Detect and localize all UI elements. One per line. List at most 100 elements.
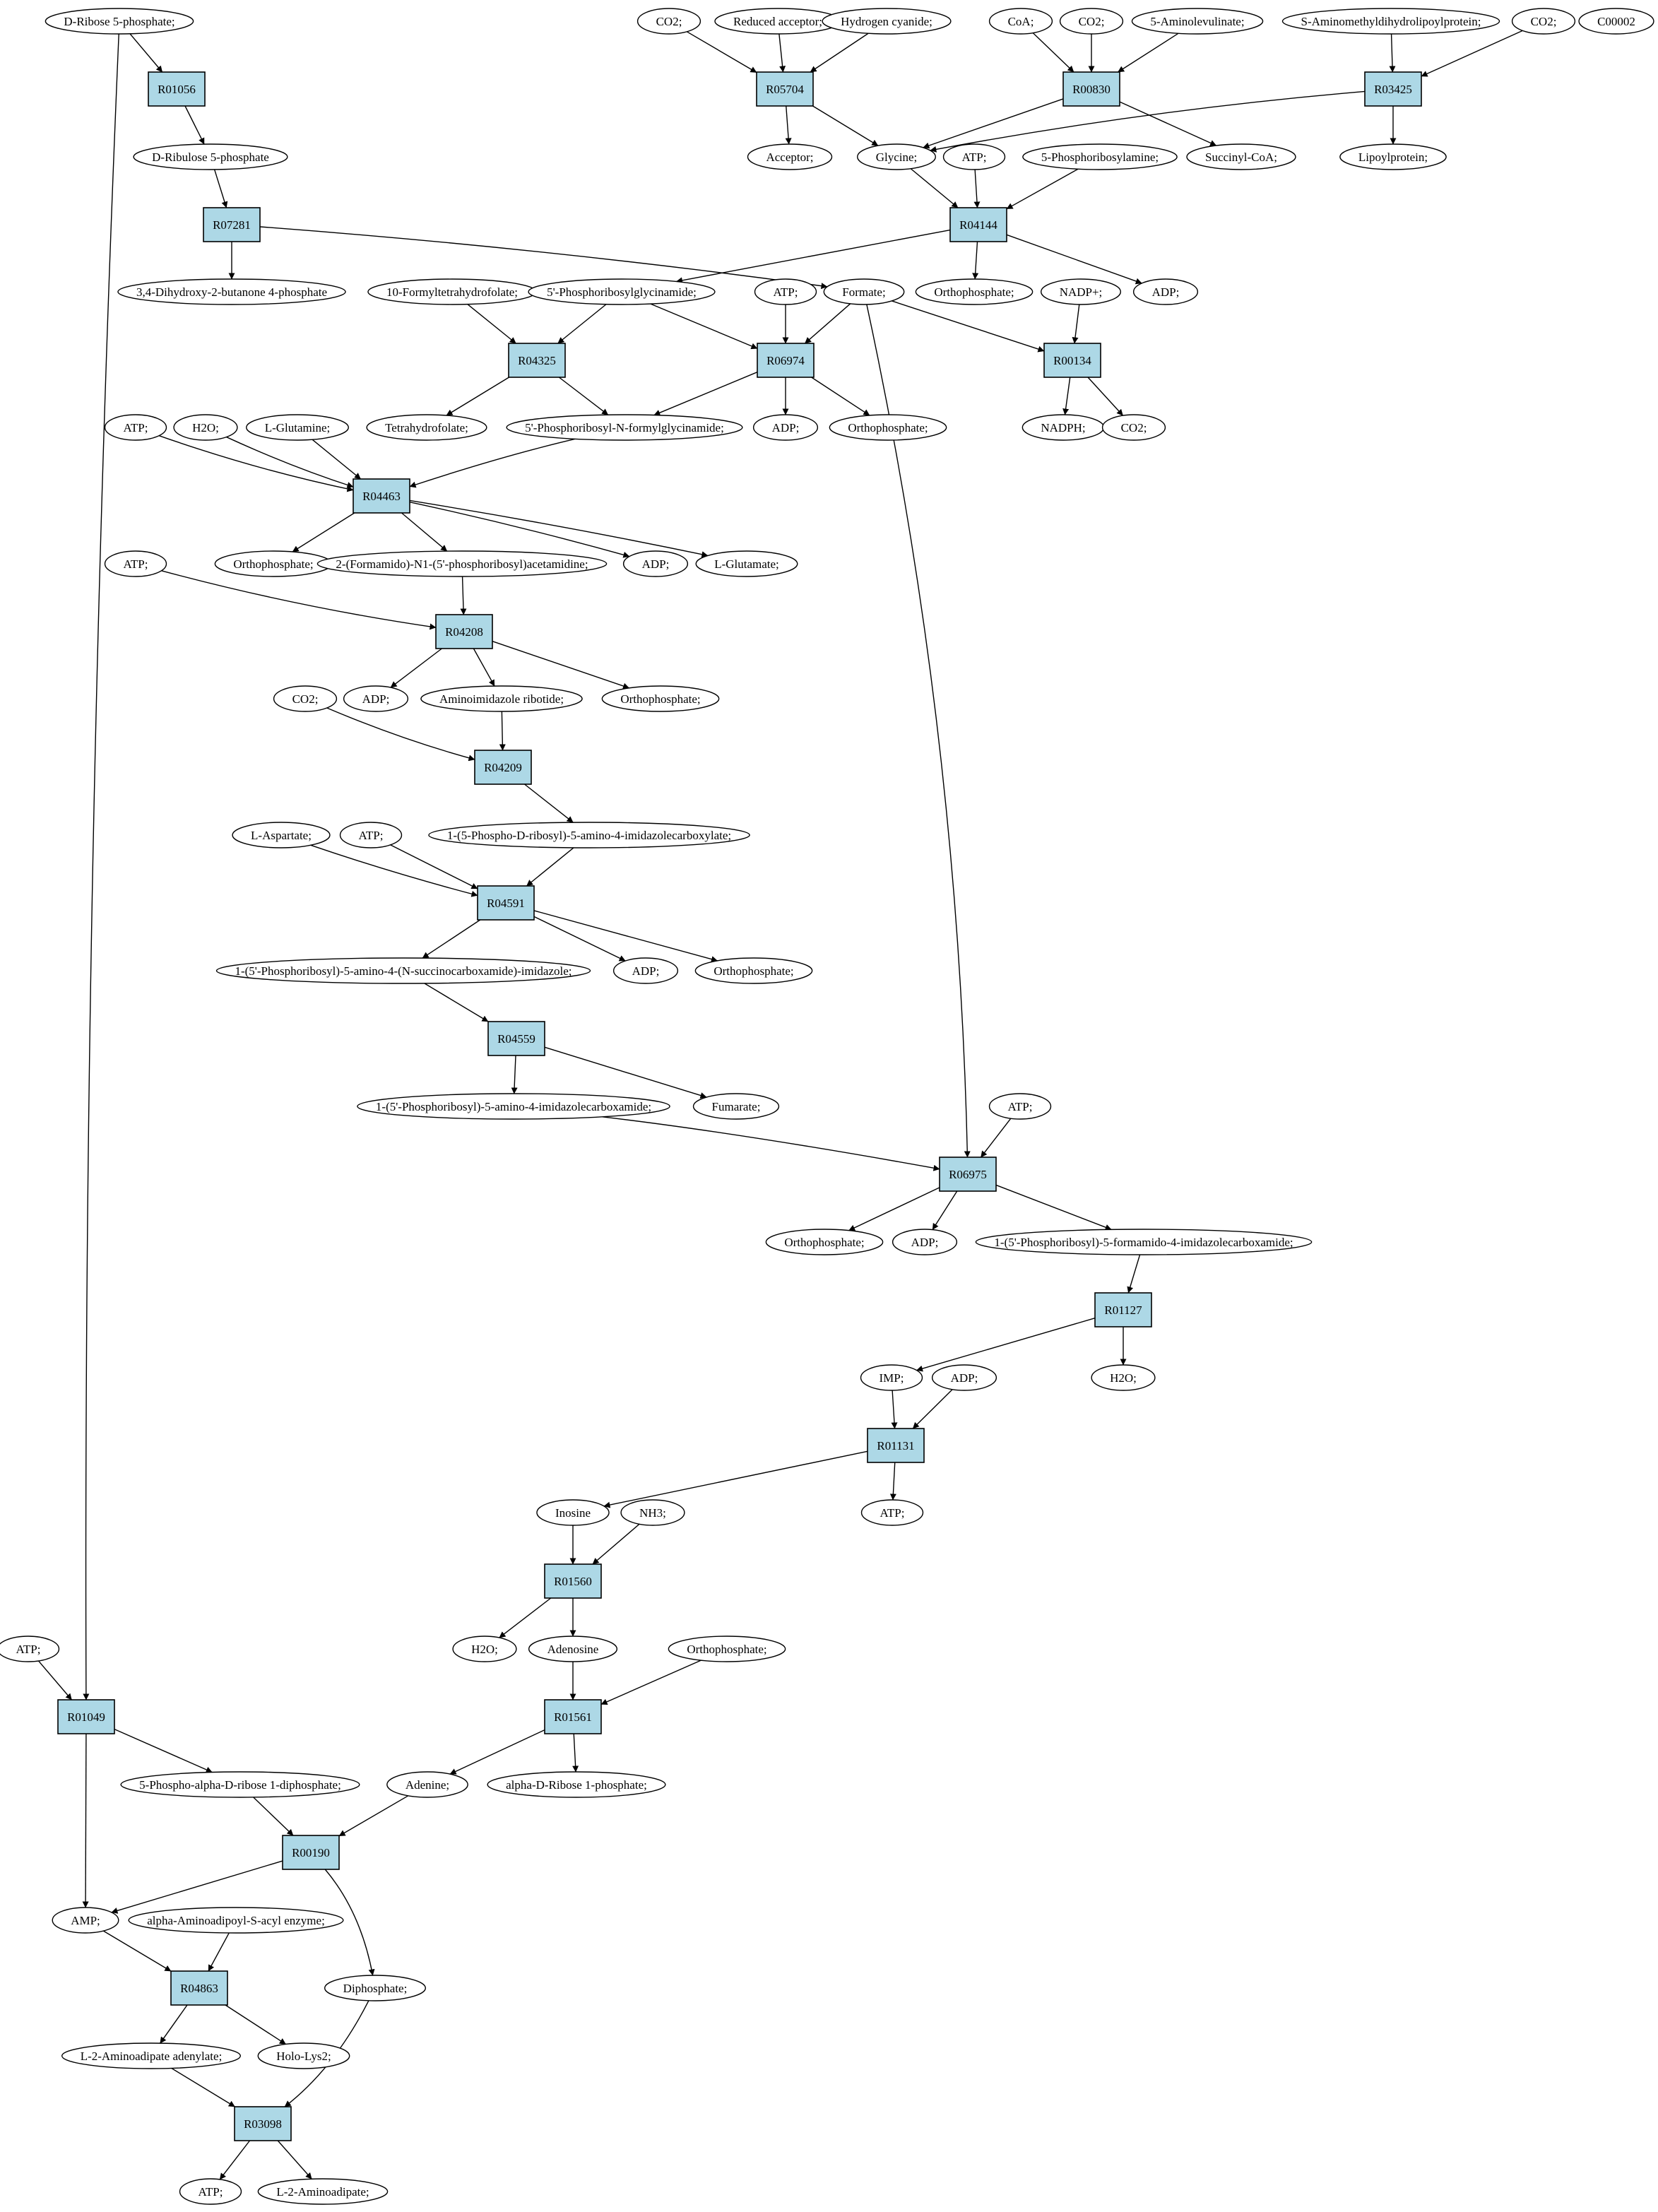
compound-node: ADP; xyxy=(612,957,679,984)
reaction-node: R00830 xyxy=(1062,71,1120,107)
edge-arrow xyxy=(1032,32,1074,73)
compound-node: Formate; xyxy=(823,278,905,305)
reaction-box xyxy=(867,1428,925,1463)
edge-arrow xyxy=(184,105,205,145)
compound-ellipse xyxy=(257,2178,389,2205)
compound-node: 3,4-Dihydroxy-2-butanone 4-phosphate xyxy=(117,278,346,305)
edge-arrow xyxy=(1118,32,1179,73)
compound-label: Lipoylprotein; xyxy=(1358,150,1428,164)
compound-node: 5-Phospho-alpha-D-ribose 1-diphosphate; xyxy=(120,1771,360,1798)
compound-node: 5'-Phosphoribosylglycinamide; xyxy=(528,278,716,305)
reaction-box xyxy=(508,343,566,378)
edge-arrow xyxy=(409,438,576,488)
reaction-box xyxy=(477,885,535,921)
compound-label: L-Glutamate; xyxy=(714,557,779,571)
edge-arrow xyxy=(1006,234,1142,285)
compound-label: Holo-Lys2; xyxy=(276,2050,331,2063)
node-layer: D-Ribose 5-phosphate; C00002 R01056 D-Ribul… xyxy=(0,8,1654,2205)
reaction-label: R01056 xyxy=(158,83,196,96)
compound-ellipse xyxy=(120,1771,360,1798)
compound-ellipse xyxy=(988,8,1053,35)
compound-ellipse xyxy=(133,143,288,170)
compound-label: Glycine; xyxy=(876,150,918,164)
reaction-node: R01127 xyxy=(1094,1292,1152,1327)
edge-arrow xyxy=(653,372,758,416)
compound-label: H2O; xyxy=(192,421,219,434)
compound-label: CO2; xyxy=(1079,15,1105,28)
reaction-box xyxy=(544,1699,602,1734)
edge-arrow xyxy=(312,439,361,480)
reaction-node: R04463 xyxy=(353,478,410,514)
compound-label: Reduced acceptor; xyxy=(733,15,822,28)
compound-ellipse xyxy=(339,822,403,848)
compound-label: ATP; xyxy=(880,1506,905,1520)
edge-arrow xyxy=(889,1462,896,1501)
edge-arrow xyxy=(213,169,228,208)
compound-ellipse xyxy=(487,1771,666,1798)
compound-node: Diphosphate; xyxy=(324,1975,427,2001)
edge-arrow xyxy=(804,303,851,344)
compound-node: Adenine; xyxy=(386,1771,468,1798)
edge-arrow xyxy=(811,377,870,416)
compound-ellipse xyxy=(668,1636,786,1662)
edge-arrow xyxy=(310,844,478,897)
compound-ellipse xyxy=(622,550,689,577)
reaction-label: R04208 xyxy=(445,625,483,639)
edge-arrow xyxy=(208,1932,230,1972)
compound-node: Fumarate; xyxy=(692,1093,780,1120)
edge-arrow xyxy=(930,90,1366,153)
compound-label: alpha-D-Ribose 1-phosphate; xyxy=(506,1778,647,1792)
compound-node: NADPH; xyxy=(1022,414,1105,441)
reaction-label: R00134 xyxy=(1053,354,1091,367)
compound-ellipse xyxy=(915,278,1034,305)
compound-node: ADP; xyxy=(752,414,819,441)
reaction-node: R01131 xyxy=(867,1428,925,1463)
compound-ellipse xyxy=(528,1636,618,1662)
edge-arrow xyxy=(676,229,951,284)
edge-arrow xyxy=(460,576,467,615)
compound-label: Adenosine xyxy=(547,1643,599,1656)
edge-arrow xyxy=(1421,30,1523,77)
compound-label: D-Ribulose 5-phosphate xyxy=(152,150,269,164)
compound-label: L-Aspartate; xyxy=(251,829,312,842)
compound-ellipse xyxy=(173,414,238,441)
edge-arrow xyxy=(473,648,495,687)
compound-node: Orthophosphate; xyxy=(601,685,720,712)
compound-label: 5-Phospho-alpha-D-ribose 1-diphosphate; xyxy=(139,1778,341,1792)
compound-node: L-Glutamine; xyxy=(246,414,349,441)
compound-node: CO2; xyxy=(1101,414,1166,441)
compound-node: 5'-Phosphoribosyl-N-formylglycinamide; xyxy=(506,414,743,441)
compound-ellipse xyxy=(536,1499,610,1526)
reaction-label: R01049 xyxy=(67,1710,105,1724)
compound-label: CO2; xyxy=(1531,15,1557,28)
edge-arrow xyxy=(225,2004,286,2045)
edge-arrow xyxy=(390,844,478,889)
compound-node: Orthophosphate; xyxy=(915,278,1034,305)
compound-ellipse xyxy=(1059,8,1124,35)
compound-label: 2-(Formamido)-N1-(5'-phosphoribosyl)acet… xyxy=(336,557,588,571)
edge-arrow xyxy=(422,919,481,959)
compound-ellipse xyxy=(694,957,813,984)
compound-ellipse xyxy=(343,685,409,712)
edge-arrow xyxy=(892,300,1045,353)
edge-arrow xyxy=(602,1116,940,1171)
edge-arrow xyxy=(492,641,630,690)
reaction-node: R03098 xyxy=(234,2106,292,2141)
compound-label: ATP; xyxy=(16,1643,41,1656)
compound-node: ATP; xyxy=(339,822,403,848)
compound-label: Fumarate; xyxy=(712,1100,761,1113)
edge-arrow xyxy=(277,2140,312,2180)
reaction-box xyxy=(756,71,814,107)
compound-label: S-Aminomethyldihydrolipoylprotein; xyxy=(1301,15,1481,28)
compound-ellipse xyxy=(636,8,701,35)
compound-label: NH3; xyxy=(639,1506,666,1520)
compound-node: Orthophosphate; xyxy=(214,550,333,577)
compound-ellipse xyxy=(860,1499,924,1526)
edge-arrow xyxy=(324,1869,375,1976)
reaction-box xyxy=(949,207,1007,242)
reaction-label: R04209 xyxy=(484,761,522,774)
compound-label: CO2; xyxy=(1121,421,1147,434)
compound-label: Orthophosphate; xyxy=(687,1643,766,1656)
compound-ellipse xyxy=(931,1364,997,1391)
